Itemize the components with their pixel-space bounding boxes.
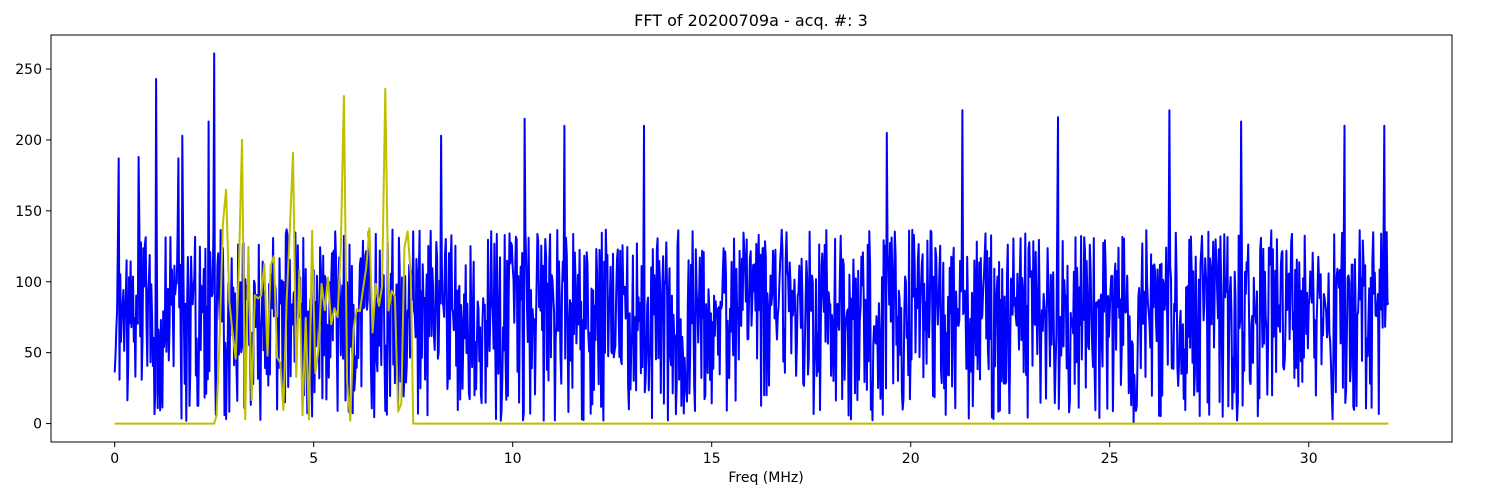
x-tick-label: 15	[703, 451, 721, 467]
chart-title: FFT of 20200709a - acq. #: 3	[634, 11, 868, 30]
y-tick-label: 100	[15, 275, 42, 291]
y-axis: 0 50 100 150 200 250	[15, 62, 51, 433]
x-tick-label: 20	[902, 451, 920, 467]
x-tick-label: 10	[504, 451, 522, 467]
plot-frame	[50, 34, 1453, 443]
x-tick-label: 5	[309, 451, 318, 467]
x-tick-label: 0	[110, 451, 119, 467]
y-tick-label: 0	[33, 417, 42, 433]
series-line-0	[113, 52, 1390, 424]
series-line-1	[114, 87, 1389, 425]
y-tick-label: 50	[24, 346, 42, 362]
y-tick-label: 200	[15, 133, 42, 149]
x-tick-label: 25	[1101, 451, 1119, 467]
y-tick-label: 150	[15, 204, 42, 220]
y-tick-label: 250	[15, 62, 42, 78]
x-tick-label: 30	[1300, 451, 1318, 467]
x-axis-label: Freq (MHz)	[728, 470, 803, 486]
x-axis: 0 5 10 15 20 25 30	[110, 442, 1318, 467]
series-layer	[113, 52, 1390, 425]
